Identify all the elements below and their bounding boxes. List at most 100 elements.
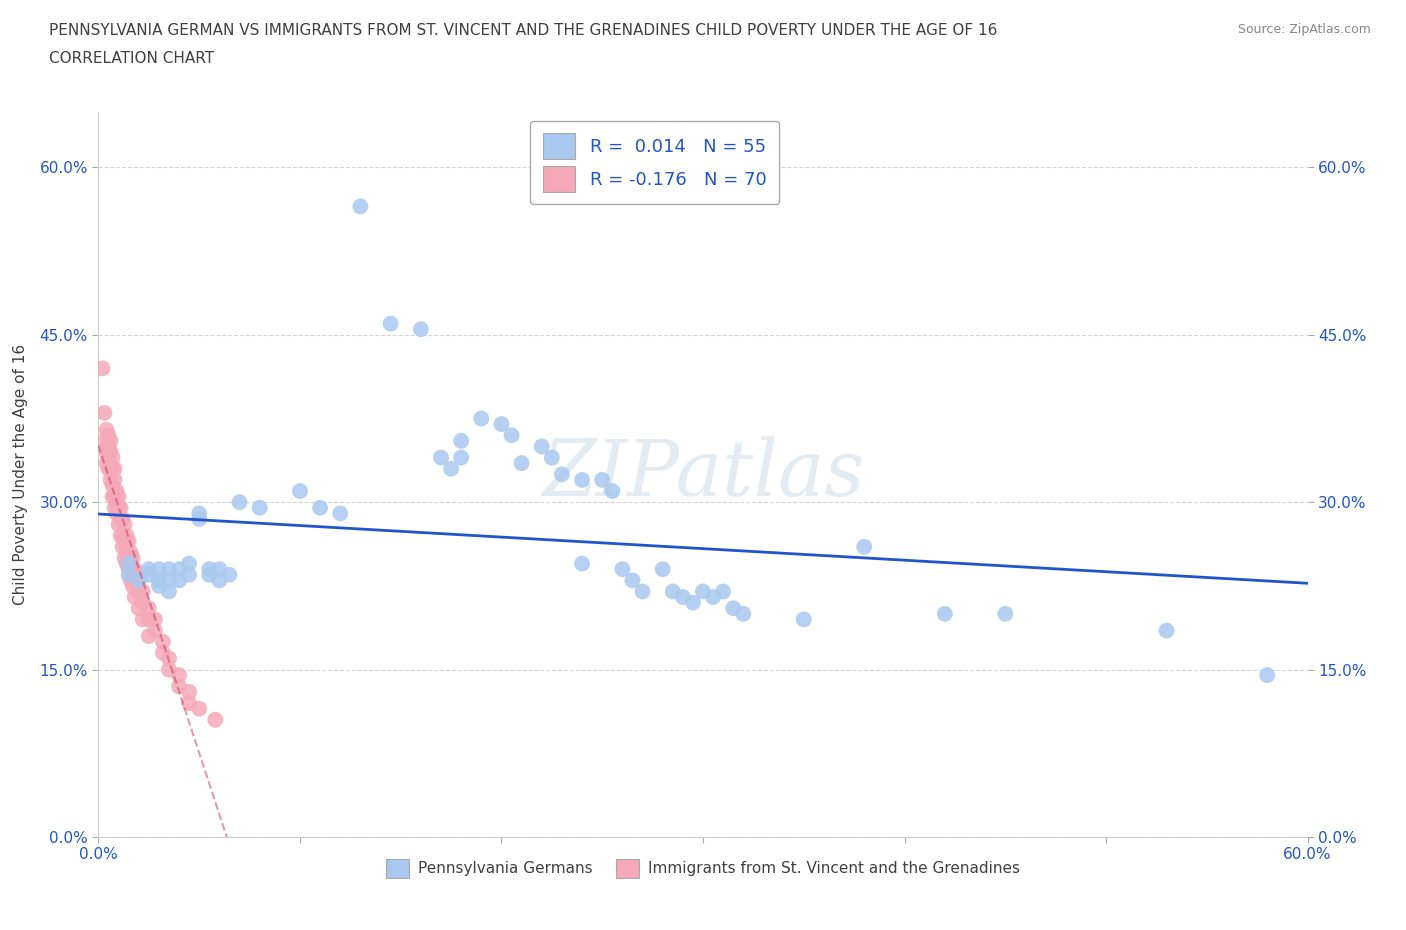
Point: [100, 445, 122, 459]
Point: [97, 450, 120, 465]
Point: [107, 500, 129, 515]
Point: [380, 316, 402, 331]
Point: [107, 517, 129, 532]
Point: [97, 461, 120, 476]
Point: [105, 506, 128, 521]
Point: [93, 433, 115, 448]
Point: [1256, 668, 1278, 683]
Point: [591, 472, 613, 487]
Point: [602, 484, 624, 498]
Point: [128, 584, 150, 599]
Point: [208, 573, 231, 588]
Point: [138, 562, 160, 577]
Point: [138, 612, 160, 627]
Point: [440, 461, 463, 476]
Point: [143, 623, 166, 638]
Point: [118, 534, 141, 549]
Point: [101, 489, 124, 504]
Point: [118, 551, 141, 565]
Point: [138, 629, 160, 644]
Point: [152, 645, 174, 660]
Point: [682, 595, 704, 610]
Point: [132, 612, 155, 627]
Point: [228, 495, 250, 510]
Point: [198, 567, 221, 582]
Point: [132, 595, 155, 610]
Point: [430, 450, 453, 465]
Point: [100, 433, 122, 448]
Point: [97, 428, 120, 443]
Point: [612, 562, 634, 577]
Point: [793, 612, 815, 627]
Point: [188, 512, 211, 526]
Point: [288, 484, 311, 498]
Point: [148, 573, 170, 588]
Text: ZIPatlas: ZIPatlas: [541, 436, 865, 512]
Point: [120, 545, 142, 560]
Point: [110, 500, 132, 515]
Point: [571, 472, 593, 487]
Point: [103, 461, 125, 476]
Point: [111, 528, 134, 543]
Point: [118, 556, 141, 571]
Point: [103, 489, 125, 504]
Point: [114, 534, 136, 549]
Point: [101, 450, 124, 465]
Point: [218, 567, 240, 582]
Point: [138, 601, 160, 616]
Point: [733, 606, 755, 621]
Point: [124, 590, 146, 604]
Point: [470, 411, 492, 426]
Point: [115, 528, 138, 543]
Point: [1156, 623, 1178, 638]
Point: [204, 712, 226, 727]
Point: [110, 528, 132, 543]
Point: [96, 456, 118, 471]
Point: [91, 361, 114, 376]
Point: [121, 562, 143, 577]
Point: [179, 567, 201, 582]
Point: [97, 439, 120, 454]
Point: [349, 199, 371, 214]
Point: [110, 512, 132, 526]
Point: [157, 562, 180, 577]
Point: [179, 696, 201, 711]
Point: [934, 606, 956, 621]
Point: [114, 517, 136, 532]
Point: [132, 584, 155, 599]
Point: [148, 578, 170, 593]
Point: [103, 500, 125, 515]
Point: [711, 584, 734, 599]
Point: [114, 551, 136, 565]
Point: [179, 684, 201, 699]
Text: CORRELATION CHART: CORRELATION CHART: [49, 51, 214, 66]
Point: [121, 578, 143, 593]
Point: [120, 556, 142, 571]
Point: [96, 422, 118, 437]
Point: [111, 539, 134, 554]
Point: [148, 562, 170, 577]
Point: [118, 562, 141, 577]
Point: [450, 450, 472, 465]
Point: [167, 679, 190, 694]
Point: [540, 450, 562, 465]
Point: [198, 562, 221, 577]
Point: [101, 478, 124, 493]
Point: [157, 573, 180, 588]
Point: [103, 472, 125, 487]
Point: [115, 539, 138, 554]
Point: [105, 484, 128, 498]
Point: [157, 584, 180, 599]
Point: [121, 551, 143, 565]
Point: [115, 556, 138, 571]
Point: [571, 556, 593, 571]
Point: [631, 584, 654, 599]
Point: [124, 573, 146, 588]
Point: [118, 567, 141, 582]
Point: [188, 506, 211, 521]
Point: [138, 567, 160, 582]
Point: [491, 417, 513, 432]
Point: [208, 562, 231, 577]
Point: [853, 539, 876, 554]
Point: [100, 472, 122, 487]
